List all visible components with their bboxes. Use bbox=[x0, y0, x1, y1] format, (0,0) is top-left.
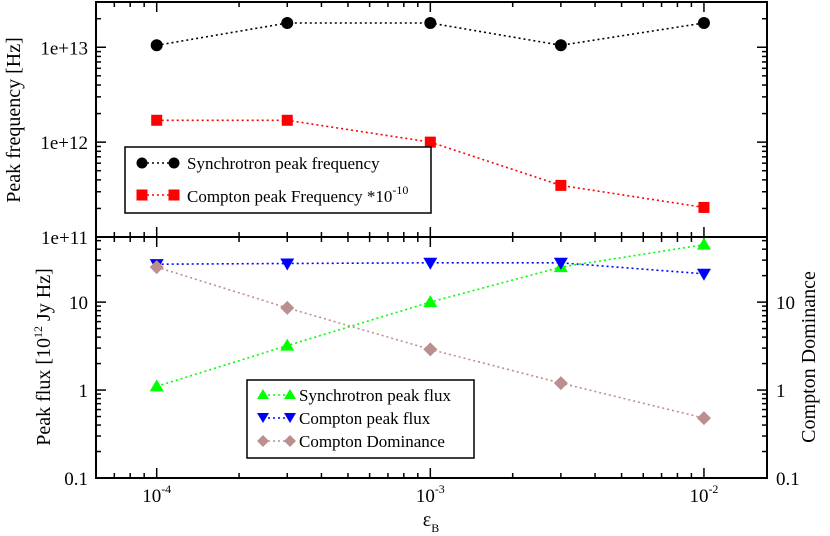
legend-marker-synchrotron-flux bbox=[284, 389, 296, 399]
x-tick-label: 10-2 bbox=[689, 482, 718, 507]
y2-tick-label: 1 bbox=[776, 381, 786, 402]
legend-marker-compton-dominance bbox=[284, 435, 296, 447]
top-y-axis-title: Peak frequency [Hz] bbox=[3, 37, 25, 202]
data-point bbox=[280, 300, 295, 315]
top-legend: Synchrotron peak frequency Compton peak … bbox=[124, 146, 432, 214]
data-point bbox=[280, 258, 295, 271]
y-tick-label: 0.1 bbox=[64, 469, 88, 490]
data-point bbox=[424, 136, 436, 148]
bottom-plot-frame bbox=[95, 236, 768, 479]
legend-marker-compton-dominance bbox=[257, 435, 269, 447]
data-point bbox=[281, 114, 293, 126]
y-tick-label: 10 bbox=[69, 293, 88, 314]
top-ticks: 1e+11 1e+12 1e+13 bbox=[40, 1, 767, 249]
data-point bbox=[423, 295, 438, 308]
data-point bbox=[280, 338, 295, 351]
legend-marker-compton-flux bbox=[284, 413, 296, 423]
data-point bbox=[696, 411, 711, 426]
y-tick-label: 1e+11 bbox=[41, 228, 88, 249]
data-point bbox=[424, 17, 437, 30]
y2-tick-label: 10 bbox=[776, 293, 795, 314]
legend-marker-compton-flux bbox=[257, 413, 269, 423]
bottom-ticks: 10-4 10-3 10-2 0.1 0.1 1 1 10 10 bbox=[64, 237, 800, 507]
y-tick-label: 1 bbox=[79, 381, 89, 402]
bottom-y-axis-title: Peak flux [1012 Jy Hz] bbox=[31, 268, 55, 446]
legend-marker-compton-frequency bbox=[168, 189, 180, 201]
bottom-y2-axis-title: Compton Dominance bbox=[798, 271, 820, 443]
data-point bbox=[555, 179, 567, 191]
top-series bbox=[150, 17, 710, 213]
data-point bbox=[423, 257, 438, 270]
legend-marker-synchrotron-flux bbox=[257, 389, 269, 399]
data-point bbox=[423, 342, 438, 357]
y-tick-label: 1e+13 bbox=[40, 38, 88, 59]
data-point bbox=[554, 39, 567, 52]
bottom-legend: Synchrotron peak flux Compton peak flux … bbox=[246, 379, 475, 459]
bottom-series bbox=[149, 237, 711, 426]
x-axis-title: εB bbox=[423, 509, 439, 535]
legend-marker-synchrotron-frequency bbox=[168, 157, 180, 169]
y2-tick-label: 0.1 bbox=[776, 469, 800, 490]
legend-label-compton-dominance: Compton Dominance bbox=[299, 432, 445, 451]
y-tick-label: 1e+12 bbox=[40, 133, 88, 154]
x-tick-label: 10-3 bbox=[416, 482, 445, 507]
data-point bbox=[281, 17, 294, 30]
data-point bbox=[149, 260, 164, 275]
data-point bbox=[151, 114, 163, 126]
data-point bbox=[696, 237, 711, 250]
data-point bbox=[696, 268, 711, 281]
data-point bbox=[553, 257, 568, 270]
legend-label-synchrotron-flux: Synchrotron peak flux bbox=[299, 386, 452, 405]
x-tick-label: 10-4 bbox=[142, 482, 171, 507]
legend-label-synchrotron-frequency: Synchrotron peak frequency bbox=[187, 154, 380, 173]
bottom-legend-box bbox=[246, 379, 475, 459]
data-point bbox=[149, 379, 164, 392]
data-point bbox=[697, 17, 710, 30]
legend-label-compton-frequency: Compton peak Frequency *10-10 bbox=[187, 183, 408, 206]
data-point bbox=[553, 376, 568, 391]
data-point bbox=[150, 39, 163, 52]
legend-label-compton-flux: Compton peak flux bbox=[299, 409, 431, 428]
legend-marker-synchrotron-frequency bbox=[136, 157, 148, 169]
legend-marker-compton-frequency bbox=[136, 189, 148, 201]
data-point bbox=[698, 201, 710, 213]
bottom-panel: 10-4 10-3 10-2 0.1 0.1 1 1 10 10 Peak flux [1012… bbox=[31, 236, 820, 535]
